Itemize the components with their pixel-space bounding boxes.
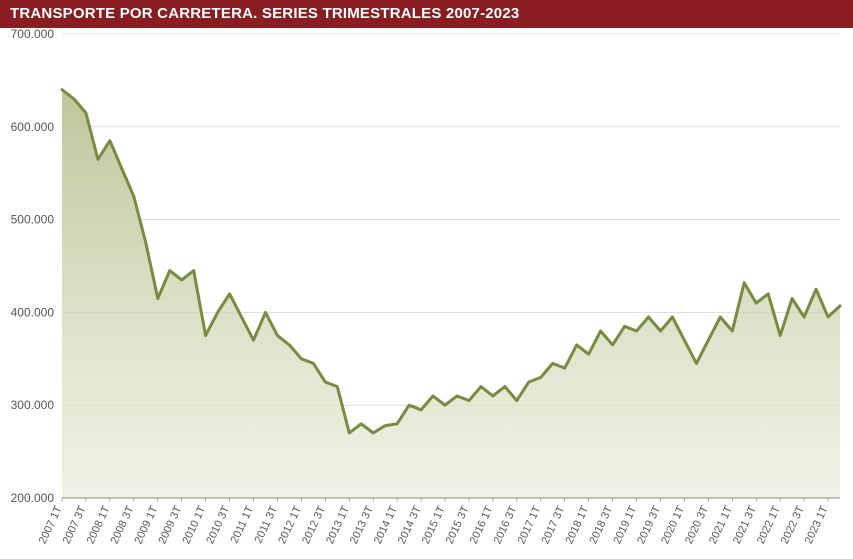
y-tick-label: 700.000 bbox=[11, 28, 55, 41]
chart-area: 200.000 300.000 400.000 500.000 600.000 700.0… bbox=[0, 28, 853, 559]
line-area-chart: 200.000 300.000 400.000 500.000 600.000 700.0… bbox=[0, 28, 853, 559]
y-tick-label: 400.000 bbox=[11, 305, 55, 319]
chart-title: TRANSPORTE POR CARRETERA. SERIES TRIMEST… bbox=[10, 5, 519, 22]
y-tick-label: 600.000 bbox=[11, 120, 55, 134]
y-tick-label: 300.000 bbox=[11, 398, 55, 412]
chart-title-bar: TRANSPORTE POR CARRETERA. SERIES TRIMEST… bbox=[0, 0, 853, 28]
y-tick-label: 200.000 bbox=[11, 491, 55, 505]
y-tick-label: 500.000 bbox=[11, 213, 55, 227]
